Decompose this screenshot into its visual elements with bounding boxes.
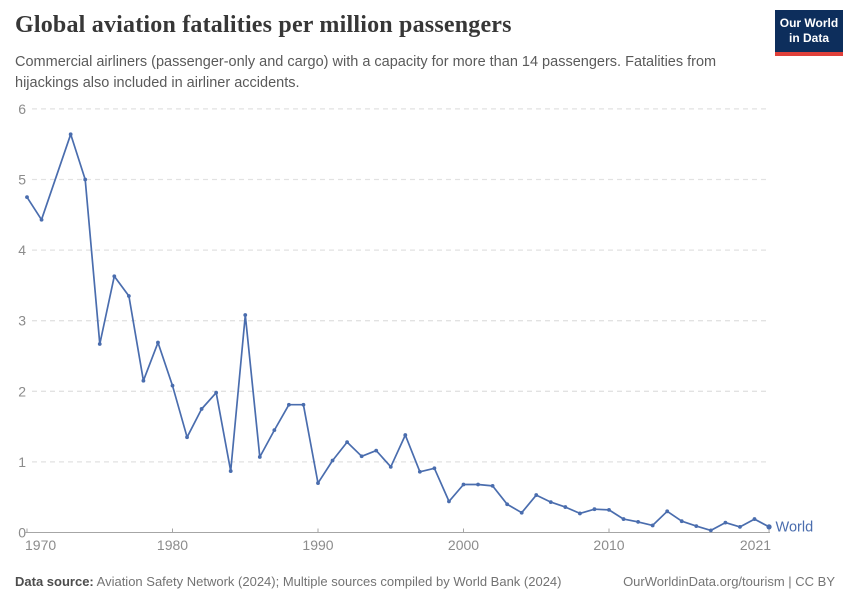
y-tick-label: 0: [18, 525, 26, 541]
entity-label-world: World: [776, 519, 814, 535]
data-point: [257, 455, 262, 459]
data-point: [374, 448, 379, 453]
data-point: [476, 482, 480, 487]
data-point: [39, 217, 44, 222]
owid-logo-line2: in Data: [788, 31, 829, 45]
x-tick-label: 2000: [448, 537, 479, 553]
data-point: [432, 466, 437, 471]
chart-footer: Data source: Aviation Safety Network (20…: [15, 574, 835, 589]
y-tick-label: 2: [18, 383, 26, 399]
data-point: [199, 407, 204, 411]
data-point: [650, 523, 655, 528]
data-point: [345, 440, 349, 445]
data-point: [185, 435, 189, 440]
data-point: [417, 469, 422, 474]
data-point: [359, 454, 364, 459]
credit-link[interactable]: OurWorldinData.org/tourism | CC BY: [623, 574, 835, 589]
data-point: [679, 519, 684, 524]
x-tick-label: 1970: [25, 537, 56, 553]
data-point: [316, 481, 320, 485]
data-point: [766, 524, 772, 530]
data-point: [25, 195, 29, 200]
datasource-label: Data source:: [15, 574, 94, 589]
data-point: [301, 402, 306, 407]
data-point: [621, 517, 626, 521]
data-point: [665, 509, 670, 514]
data-point: [228, 469, 233, 473]
x-tick-label: 2010: [593, 537, 624, 553]
y-tick-label: 4: [18, 242, 26, 258]
owid-logo-line1: Our World: [779, 16, 839, 30]
data-point: [490, 484, 495, 488]
data-point: [548, 500, 553, 505]
datasource-text: Aviation Safety Network (2024); Multiple…: [93, 574, 562, 589]
data-point: [607, 508, 611, 512]
data-point: [68, 132, 73, 137]
datasource-note: Data source: Aviation Safety Network (20…: [15, 574, 562, 589]
data-point: [330, 458, 335, 463]
data-point: [694, 524, 699, 529]
data-point: [126, 294, 131, 298]
y-tick-label: 6: [18, 101, 26, 117]
data-point: [214, 390, 219, 395]
data-point: [272, 428, 277, 433]
data-point: [156, 340, 160, 345]
data-point: [578, 511, 582, 516]
y-tick-label: 1: [18, 454, 26, 470]
x-tick-label: 2021: [740, 537, 771, 553]
y-tick-label: 3: [18, 313, 26, 329]
data-point: [461, 482, 466, 487]
data-point: [519, 510, 524, 515]
owid-logo[interactable]: Our World in Data: [775, 10, 843, 56]
data-point: [447, 499, 451, 504]
data-point: [112, 274, 117, 279]
data-point: [708, 528, 713, 533]
data-point: [534, 493, 539, 497]
data-point: [636, 520, 640, 524]
data-point: [83, 177, 88, 182]
data-line: [26, 133, 770, 532]
data-point: [563, 505, 568, 509]
data-point: [243, 313, 248, 317]
x-tick-label: 1990: [302, 537, 333, 553]
data-point: [505, 502, 510, 507]
data-point: [388, 464, 393, 469]
data-point: [97, 342, 102, 346]
page-title: Global aviation fatalities per million p…: [15, 12, 512, 38]
data-point: [403, 433, 408, 437]
data-point: [752, 517, 757, 521]
data-point: [287, 402, 291, 407]
data-point: [592, 507, 597, 512]
x-tick-label: 1980: [157, 537, 188, 553]
data-point: [723, 520, 728, 525]
data-point: [170, 383, 175, 388]
data-point: [738, 524, 742, 529]
y-tick-label: 5: [18, 172, 26, 188]
data-point: [141, 378, 146, 383]
chart-subtitle: Commercial airliners (passenger-only and…: [15, 54, 717, 92]
